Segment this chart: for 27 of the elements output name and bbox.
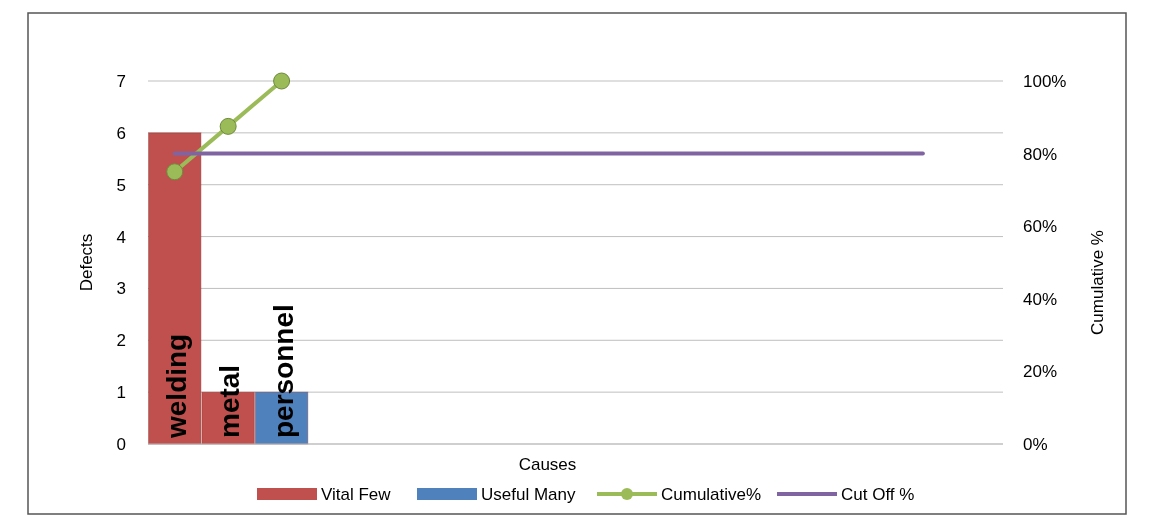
x-tick-label: metal xyxy=(214,364,246,438)
y2-tick-label: 80% xyxy=(1023,144,1058,164)
y2-tick-label: 20% xyxy=(1023,362,1058,382)
legend-label: Cumulative% xyxy=(661,485,762,504)
point xyxy=(219,117,237,135)
point xyxy=(166,163,184,181)
legend-label: Useful Many xyxy=(481,485,576,504)
y2-tick-label: 100% xyxy=(1023,72,1067,91)
y-tick-label: 3 xyxy=(116,279,126,299)
y2-tick-label: 0% xyxy=(1023,435,1048,454)
legend-label: Cut Off % xyxy=(841,485,915,504)
y-tick-label: 4 xyxy=(116,227,126,247)
y-tick-label: 5 xyxy=(116,175,126,195)
y2-tick-label: 60% xyxy=(1023,217,1058,237)
y2-tick-label: 40% xyxy=(1023,289,1058,309)
x-tick-label: welding xyxy=(160,333,192,439)
y-tick-label: 2 xyxy=(116,331,126,351)
x-tick-label: personnel xyxy=(267,304,299,438)
y2-axis-title: Cumulative % xyxy=(1088,230,1107,335)
legend-label: Vital Few xyxy=(321,485,392,504)
point xyxy=(273,72,291,90)
y-tick-label: 6 xyxy=(116,123,126,143)
y-tick-label: 1 xyxy=(116,383,126,403)
x-axis-title: Causes xyxy=(518,455,577,474)
y-tick-label: 7 xyxy=(116,72,126,91)
y-axis-title: Defects xyxy=(77,233,96,292)
y-tick-label: 0 xyxy=(116,435,126,454)
